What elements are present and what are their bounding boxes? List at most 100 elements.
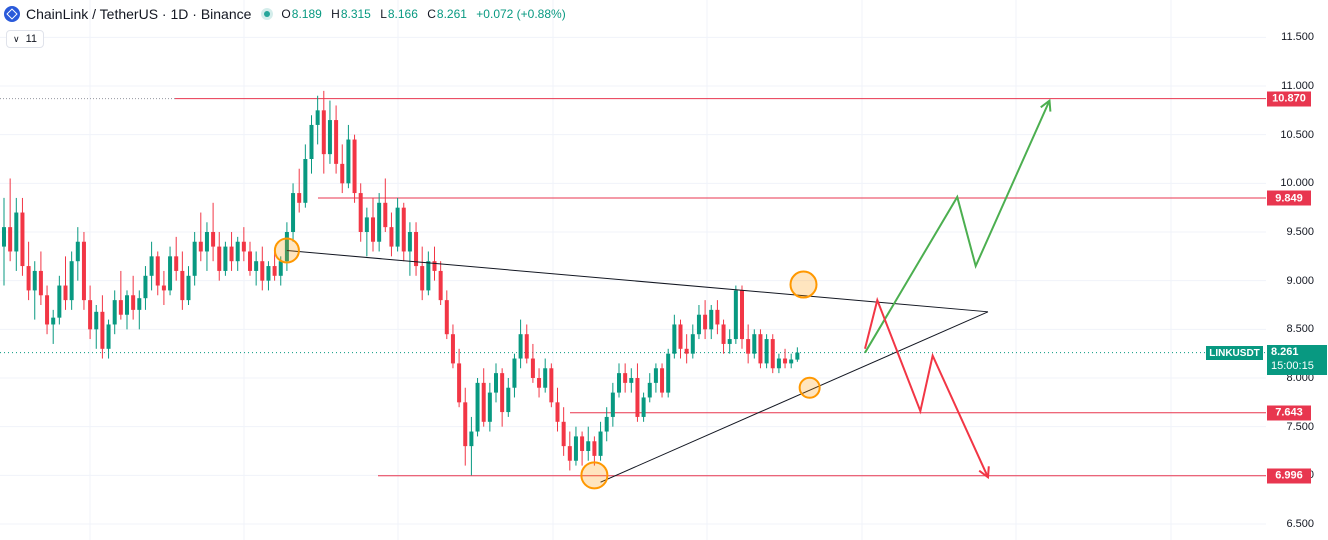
market-open-icon <box>261 8 274 20</box>
candle-body <box>524 334 529 359</box>
candle-body <box>383 202 388 228</box>
price-axis-tick: 11.000 <box>1281 80 1314 92</box>
candle-body <box>278 261 283 276</box>
candle-body <box>426 261 431 291</box>
candle-body <box>266 266 271 281</box>
candle-body <box>592 441 597 456</box>
candle-body <box>733 290 738 340</box>
candle-body <box>180 270 185 301</box>
candle-body <box>690 334 695 354</box>
candle-body <box>63 285 68 301</box>
candle-body <box>106 324 111 349</box>
candle-body <box>198 241 203 252</box>
candle-body <box>764 339 769 364</box>
touch-point-marker <box>798 376 821 399</box>
chart-grid <box>0 0 1266 540</box>
candle-body <box>506 387 511 413</box>
candle-body <box>795 352 800 360</box>
candle-body <box>444 300 449 335</box>
triangle-lower-trendline <box>600 311 989 483</box>
candle-body <box>364 217 369 232</box>
candle-body <box>340 163 345 184</box>
candle-body <box>629 378 634 383</box>
price-axis-tick: 11.500 <box>1281 31 1314 44</box>
candle-body <box>537 378 542 388</box>
candle-body <box>407 232 412 252</box>
candle-body <box>512 358 517 388</box>
candle-body <box>327 120 332 155</box>
candle-body <box>168 256 173 291</box>
touch-point-markers <box>273 237 821 490</box>
price-axis-tick: 9.000 <box>1286 274 1314 287</box>
open-key: O <box>281 7 291 21</box>
candle-body <box>94 311 99 330</box>
candle-body <box>740 290 744 340</box>
candle-body <box>666 353 671 393</box>
candle-body <box>334 120 339 164</box>
candle-body <box>45 295 50 325</box>
chart-legend-header: ChainLink / TetherUS · 1D · Binance O8.1… <box>4 4 566 24</box>
candle-body <box>88 300 93 330</box>
candle-body <box>229 246 234 262</box>
candle-body <box>696 314 701 335</box>
price-axis-tick: 8.000 <box>1286 372 1314 384</box>
touch-point-marker <box>273 237 300 264</box>
candle-body <box>248 251 252 271</box>
candle-body <box>727 339 732 344</box>
candle-body <box>186 275 191 301</box>
candle-body <box>57 285 62 318</box>
price-level-tag: 7.643 <box>1267 405 1311 421</box>
candle-body <box>653 368 658 383</box>
candle-body <box>284 232 289 262</box>
candle-body <box>549 368 554 403</box>
bearish-projection-path-arrowhead <box>978 466 990 480</box>
candle-body <box>100 311 105 349</box>
candle-body <box>235 241 240 262</box>
ohlc-values: O8.189 H8.315 L8.166 C8.261 +0.072 (+0.8… <box>281 7 565 21</box>
candle-body <box>223 246 228 271</box>
candle-body <box>500 373 505 413</box>
candle-body <box>352 139 357 194</box>
trendline-drawings <box>286 98 1052 483</box>
candle-body <box>20 212 25 267</box>
candle-body <box>51 317 56 325</box>
candle-body <box>303 159 308 203</box>
indicators-toggle-button[interactable]: ∨ 11 <box>6 30 45 48</box>
symbol-title[interactable]: ChainLink / TetherUS · 1D · Binance <box>26 6 252 22</box>
candle-body <box>469 431 474 447</box>
price-level-tag: 9.849 <box>1267 190 1311 206</box>
high-key: H <box>331 7 340 21</box>
candle-body <box>297 193 302 203</box>
bearish-projection-path <box>864 296 989 478</box>
candle-body <box>494 373 498 393</box>
candle-body <box>161 285 166 291</box>
candle-body <box>254 261 259 271</box>
candle-body <box>272 266 277 276</box>
candle-body <box>371 217 375 242</box>
candle-body <box>580 436 585 451</box>
candle-body <box>69 261 74 301</box>
candle-body <box>746 339 751 354</box>
candle-body <box>14 212 19 252</box>
candle-body <box>586 441 591 451</box>
candle-body <box>530 358 535 378</box>
candle-body <box>561 421 566 447</box>
candle-body <box>358 193 363 232</box>
candle-body <box>401 207 406 252</box>
candle-body <box>211 232 216 247</box>
candle-body <box>770 339 775 369</box>
candle-body <box>635 378 640 417</box>
candle-body <box>463 402 468 447</box>
last-price-value: 8.261 <box>1271 346 1299 358</box>
candle-body <box>438 270 443 301</box>
candle-body <box>204 232 209 252</box>
candle-body <box>377 202 382 242</box>
bar-countdown: 15:00:15 <box>1271 360 1314 372</box>
bullish-projection-path-arrowhead <box>1040 98 1052 112</box>
candle-body <box>617 373 621 393</box>
candle-body <box>641 397 646 417</box>
candle-body <box>487 392 492 422</box>
last-price-tag: 8.261 15:00:15 <box>1267 345 1327 375</box>
candle-body <box>125 295 129 315</box>
